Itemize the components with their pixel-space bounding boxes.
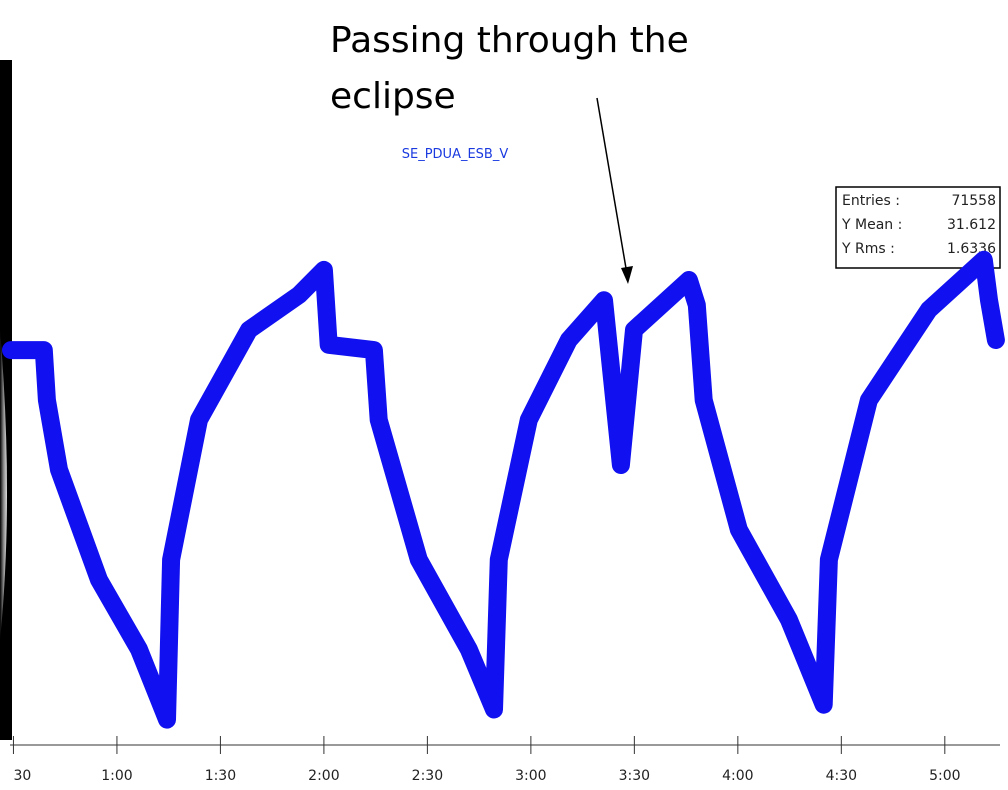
earth-image xyxy=(0,330,7,640)
x-tick-label: 2:00 xyxy=(308,768,339,784)
arrow-head xyxy=(621,266,633,284)
x-tick-label: 1:30 xyxy=(205,768,236,784)
annotation-arrow xyxy=(596,97,629,281)
stat-value: 71558 xyxy=(951,193,996,209)
annotation: Passing through the xyxy=(330,20,689,61)
x-tick-label: 5:00 xyxy=(929,768,960,784)
stat-label: Entries : xyxy=(842,193,900,209)
x-tick-label: 4:30 xyxy=(826,768,857,784)
stats-box xyxy=(835,186,1001,269)
data-band xyxy=(2,250,1005,729)
x-tick-label: 3:30 xyxy=(619,768,650,784)
x-tick-label: 30 xyxy=(13,768,31,784)
stat-label: Y Mean : xyxy=(841,217,902,233)
x-tick-label: 3:00 xyxy=(515,768,546,784)
stat-label: Y Rms : xyxy=(841,241,895,257)
histogram-name: SE_PDUA_ESB_V xyxy=(402,147,509,162)
x-tick-label: 2:30 xyxy=(412,768,443,784)
stat-value: 31.612 xyxy=(947,217,996,233)
x-tick-label: 4:00 xyxy=(722,768,753,784)
x-tick-label: 1:00 xyxy=(101,768,132,784)
annotation: eclipse xyxy=(330,76,456,117)
